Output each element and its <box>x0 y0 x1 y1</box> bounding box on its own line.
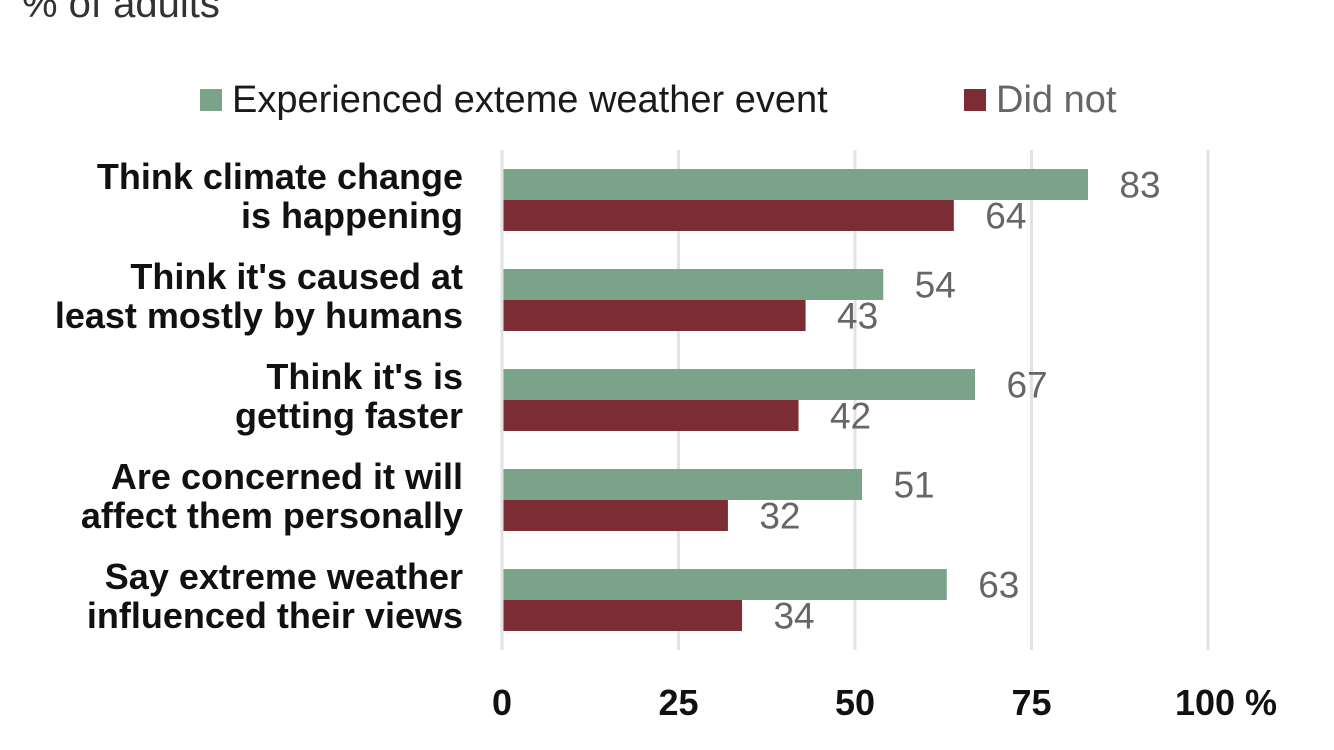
category-label-line: influenced their views <box>87 595 463 636</box>
data-label-experienced-4: 63 <box>978 565 1019 606</box>
x-tick-label-3: 75 <box>1011 682 1051 723</box>
bar-did-not-2 <box>502 400 799 431</box>
data-label-did-not-2: 42 <box>830 396 871 437</box>
legend-swatch-did-not <box>964 89 986 111</box>
category-label-line: getting faster <box>235 395 463 436</box>
category-label-4: Say extreme weather influenced their view… <box>87 556 463 636</box>
category-label-2: Think it's is getting faster <box>235 356 463 436</box>
bar-experienced-4 <box>502 569 947 600</box>
bar-experienced-0 <box>502 169 1088 200</box>
category-label-line: Think it's caused at <box>130 256 463 297</box>
bar-did-not-3 <box>502 500 728 531</box>
category-label-0: Think climate change is happening <box>97 156 463 236</box>
legend-label-experienced: Experienced exteme weather event <box>232 79 828 121</box>
bar-experienced-1 <box>502 269 884 300</box>
bar-did-not-1 <box>502 300 806 331</box>
bar-experienced-2 <box>502 369 976 400</box>
data-label-did-not-1: 43 <box>837 296 878 337</box>
category-label-3: Are concerned it will affect them persona… <box>81 456 463 536</box>
data-label-did-not-3: 32 <box>759 496 800 537</box>
category-label-line: is happening <box>241 195 463 236</box>
x-tick-label-1: 25 <box>658 682 698 723</box>
legend-label-did-not: Did not <box>996 79 1117 121</box>
category-label-line: Are concerned it will <box>111 456 463 497</box>
data-label-experienced-3: 51 <box>893 465 934 506</box>
data-label-experienced-0: 83 <box>1119 165 1160 206</box>
bar-did-not-0 <box>502 200 954 231</box>
chart-subtitle: % of adults <box>22 0 220 26</box>
x-tick-label-4: 100 % <box>1175 682 1277 723</box>
x-tick-label-2: 50 <box>835 682 875 723</box>
data-label-did-not-0: 64 <box>985 196 1026 237</box>
category-label-line: affect them personally <box>81 495 463 536</box>
data-label-did-not-4: 34 <box>773 596 814 637</box>
category-label-line: least mostly by humans <box>55 295 463 336</box>
category-label-line: Say extreme weather <box>105 556 463 597</box>
category-label-line: Think climate change <box>97 156 463 197</box>
category-label-1: Think it's caused at least mostly by huma… <box>55 256 463 336</box>
bar-did-not-4 <box>502 600 743 631</box>
data-label-experienced-1: 54 <box>915 265 956 306</box>
category-label-line: Think it's is <box>266 356 463 397</box>
legend-swatch-experienced <box>200 89 222 111</box>
data-label-experienced-2: 67 <box>1006 365 1047 406</box>
bar-experienced-3 <box>502 469 863 500</box>
x-tick-label-0: 0 <box>492 682 512 723</box>
